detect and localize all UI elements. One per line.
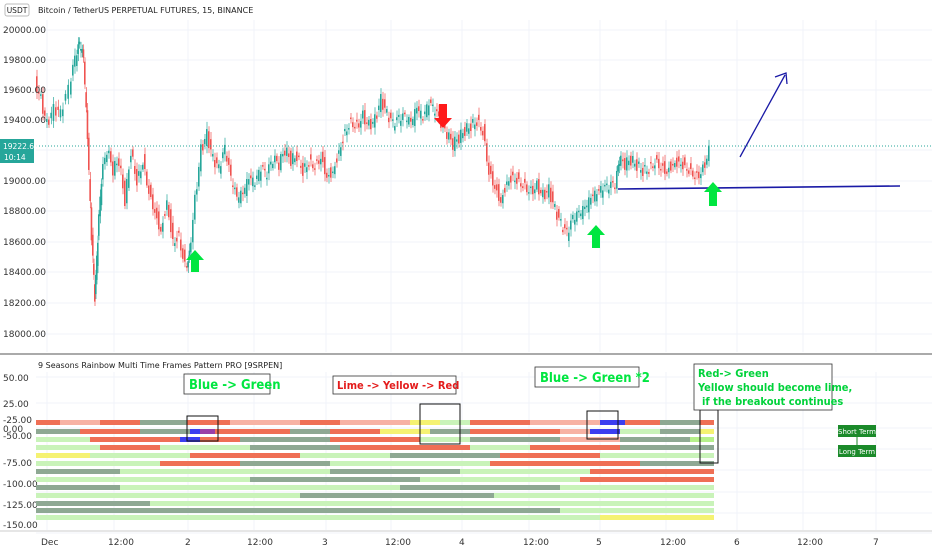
price-tick: 19400.00 xyxy=(3,116,46,126)
indicator-tick: 0.00 xyxy=(3,425,23,435)
price-tick: 20000.00 xyxy=(3,26,46,36)
time-tick: 6 xyxy=(734,538,740,548)
indicator-tick: -25.00 xyxy=(3,416,32,426)
time-tick: 12:00 xyxy=(385,538,411,548)
note-lime-yellow-red[interactable]: Lime -> Yellow -> Red xyxy=(332,375,459,395)
arrow-up-icon xyxy=(587,225,605,248)
arrow-down-icon xyxy=(434,104,452,128)
grid xyxy=(36,20,932,352)
price-tick: 18000.00 xyxy=(3,330,46,340)
time-axis[interactable]: Dec 12:00 2 12:00 3 12:00 4 12:00 5 12:0… xyxy=(41,538,879,548)
legend-short-text: Short Term xyxy=(838,428,876,436)
note-text: Red-> Green xyxy=(698,367,769,380)
currency-badge-text: USDT xyxy=(7,6,28,15)
indicator-tick: -125.00 xyxy=(3,501,38,511)
symbol-title: Bitcoin / TetherUS PERPETUAL FUTURES, 15… xyxy=(38,6,253,15)
legend-short-term[interactable]: Short Term xyxy=(838,425,876,437)
note-red-green[interactable]: Red-> Green Yellow should become lime, i… xyxy=(693,363,852,411)
price-axis[interactable]: 20000.00 19800.00 19600.00 19400.00 1900… xyxy=(0,26,46,340)
note-text: Lime -> Yellow -> Red xyxy=(337,379,459,392)
candlestick-series[interactable] xyxy=(36,37,710,307)
price-tick: 18200.00 xyxy=(3,299,46,309)
price-tick: 18800.00 xyxy=(3,207,46,217)
indicator-tick: -150.00 xyxy=(3,521,38,531)
indicator-tick: 25.00 xyxy=(3,400,29,410)
price-tick: 19800.00 xyxy=(3,56,46,66)
time-tick: 12:00 xyxy=(523,538,549,548)
time-tick: 5 xyxy=(596,538,602,548)
note-text: Blue -> Green xyxy=(189,378,281,393)
note-text: Blue -> Green *2 xyxy=(540,371,650,386)
note-text: if the breakout continues xyxy=(702,395,843,408)
price-tick: 19000.00 xyxy=(3,177,46,187)
rainbow-bands[interactable] xyxy=(36,420,714,520)
time-tick: 12:00 xyxy=(660,538,686,548)
price-tick: 18400.00 xyxy=(3,268,46,278)
indicator-tick: -75.00 xyxy=(3,459,32,469)
last-price-label xyxy=(0,139,34,163)
arrow-up-icon xyxy=(704,182,722,206)
time-tick: 2 xyxy=(185,538,191,548)
note-blue-green-2[interactable]: Blue -> Green *2 xyxy=(534,366,650,388)
indicator-title: 9 Seasons Rainbow Multi Time Frames Patt… xyxy=(38,361,282,370)
arrow-up-icon xyxy=(186,250,204,272)
highlight-box[interactable] xyxy=(419,403,461,445)
time-tick: Dec xyxy=(41,538,58,548)
time-tick: 3 xyxy=(322,538,328,548)
indicator-tick: -100.00 xyxy=(3,480,38,490)
time-tick: 12:00 xyxy=(797,538,823,548)
legend-long-term[interactable]: Long Term xyxy=(838,445,876,457)
time-tick: 4 xyxy=(459,538,465,548)
bar-countdown: 10:14 xyxy=(4,153,26,162)
note-blue-green[interactable]: Blue -> Green xyxy=(183,373,281,395)
price-tick: 19600.00 xyxy=(3,86,46,96)
time-tick: 7 xyxy=(873,538,879,548)
breakout-line[interactable] xyxy=(617,185,901,190)
highlight-box[interactable] xyxy=(186,415,219,442)
indicator-tick: -50.00 xyxy=(3,432,32,442)
note-text: Yellow should become lime, xyxy=(697,381,852,394)
currency-badge[interactable] xyxy=(4,3,30,17)
forecast-arrow-line[interactable] xyxy=(739,74,786,158)
highlight-box[interactable] xyxy=(586,410,619,440)
time-tick: 12:00 xyxy=(247,538,273,548)
indicator-tick: 50.00 xyxy=(3,374,29,384)
indicator-axis[interactable]: 50.00 25.00 0.00 0.00 -25.00 -50.00 -75.… xyxy=(3,374,38,531)
forecast-arrow-head-icon xyxy=(774,72,788,85)
price-tick: 18600.00 xyxy=(3,238,46,248)
time-tick: 12:00 xyxy=(108,538,134,548)
legend-long-text: Long Term xyxy=(839,448,875,456)
last-price-value: 19222.61 xyxy=(3,142,39,151)
